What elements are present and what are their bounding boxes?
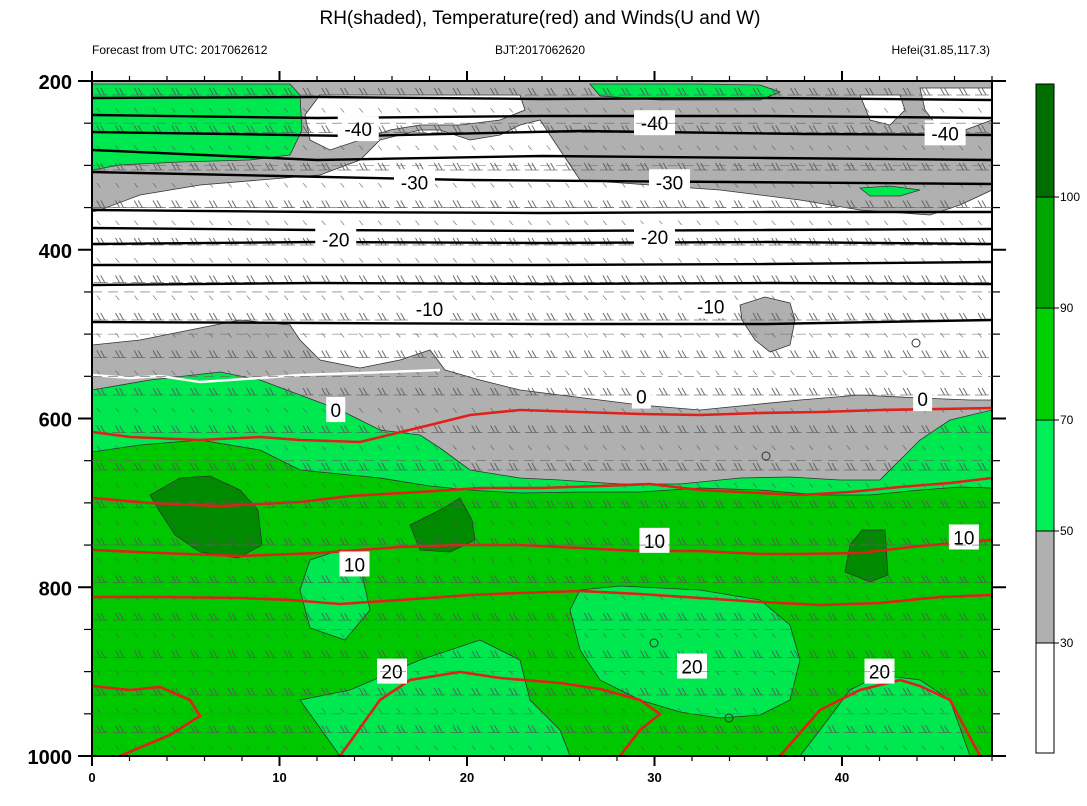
contour-label-box <box>315 226 357 252</box>
temperature-contour-cold <box>92 240 992 246</box>
colorbar-segment <box>1035 530 1055 644</box>
contour-label: 0 <box>330 401 341 422</box>
colorbar-segment <box>1035 307 1055 421</box>
calm-marker <box>724 713 734 723</box>
temperature-contour-zero <box>92 368 441 384</box>
contour-label: 10 <box>644 532 665 553</box>
contour-label-box <box>326 397 346 423</box>
contour-label: -10 <box>697 297 724 318</box>
contour-label: 20 <box>869 663 890 684</box>
rh-colorbar: 30 50 70 90 100 <box>1035 83 1080 754</box>
contour-label-box <box>377 658 407 684</box>
colorbar-label: 30 <box>1060 636 1074 650</box>
valid-time-label: BJT:2017062620 <box>495 43 585 57</box>
temperature-contour-warm <box>92 406 992 444</box>
temperature-contour-warm <box>92 684 202 756</box>
contour-label-box <box>924 120 966 146</box>
contour-label: -40 <box>641 114 668 135</box>
forecast-time-label: Forecast from UTC: 2017062612 <box>92 43 268 57</box>
y-tick-label: 200 <box>39 72 72 94</box>
x-tick-label: 10 <box>272 770 286 785</box>
temperature-contour-cold <box>92 170 992 186</box>
temperature-contour-cold <box>92 281 992 287</box>
temperature-contour-labels: -40 -40 -40 -30 -30 -20 -20 -10 -10 0 0 0 10 10 10 20 20… <box>315 110 979 684</box>
temperature-contour-cold <box>92 148 992 162</box>
contour-label-box <box>864 658 895 684</box>
x-tick-label: 30 <box>647 770 661 785</box>
contour-label: -10 <box>416 300 443 321</box>
x-tick-label: 0 <box>88 770 95 785</box>
contour-label: -20 <box>641 228 668 249</box>
temperature-contour-cold <box>92 226 992 233</box>
contour-label: 10 <box>953 528 974 549</box>
colorbar-label: 50 <box>1060 524 1074 538</box>
temperature-contour-cold <box>92 129 992 138</box>
temperature-contour-warm <box>92 589 992 607</box>
contour-label-box <box>337 116 379 142</box>
contour-label: -20 <box>322 231 349 252</box>
x-tick-label: 40 <box>835 770 849 785</box>
y-tick-label: 400 <box>39 241 72 263</box>
contour-label: 0 <box>636 388 647 409</box>
contour-label: 20 <box>681 658 702 679</box>
contour-label-box <box>634 224 675 250</box>
calm-marker <box>911 338 921 348</box>
temperature-contour-warm <box>92 538 992 558</box>
colorbar-label: 100 <box>1060 190 1080 204</box>
temperature-contour-cold <box>92 318 992 326</box>
colorbar-segment <box>1035 419 1055 532</box>
contour-label-box <box>913 386 933 412</box>
contour-label-box <box>634 110 675 136</box>
y-tick-label: 800 <box>39 578 72 600</box>
contour-label: 10 <box>344 555 365 576</box>
colorbar-label: 90 <box>1060 301 1074 315</box>
y-tick-label: 600 <box>39 410 72 432</box>
plot-area <box>92 81 992 756</box>
wind-barbs <box>92 81 992 756</box>
colorbar-segment <box>1035 196 1055 309</box>
contour-label: -40 <box>931 124 958 145</box>
contour-label: -30 <box>656 173 683 194</box>
colorbar-segment <box>1035 83 1055 198</box>
contour-label-box <box>639 527 670 553</box>
contour-label-box <box>631 383 651 409</box>
temperature-contour-warm <box>779 678 982 756</box>
contour-label-box <box>409 295 450 321</box>
temperature-contour-warm <box>92 476 992 508</box>
temperature-contour-cold <box>92 113 992 120</box>
temperature-contours <box>92 95 992 756</box>
chart-title: RH(shaded), Temperature(red) and Winds(U… <box>319 8 760 29</box>
temperature-contour-cold <box>92 260 992 267</box>
calm-marker <box>649 638 659 648</box>
contour-label-box <box>394 169 435 195</box>
colorbar-segment <box>1035 642 1055 754</box>
temperature-contour-warm <box>338 670 663 756</box>
temperature-contour-cold <box>92 208 992 215</box>
contour-label-box <box>677 653 707 679</box>
contour-label-box <box>339 551 370 577</box>
contour-label: 20 <box>381 663 402 684</box>
temperature-contour-cold <box>92 95 992 102</box>
x-tick-label: 20 <box>460 770 474 785</box>
contour-label-box <box>690 293 732 319</box>
contour-label: -40 <box>345 120 372 141</box>
contour-label: 0 <box>917 390 928 411</box>
station-label: Hefei(31.85,117.3) <box>891 43 990 57</box>
calm-marker <box>761 451 771 461</box>
y-tick-label: 1000 <box>28 747 73 769</box>
contour-label: -30 <box>401 173 428 194</box>
colorbar-label: 70 <box>1060 413 1074 427</box>
contour-label-box <box>649 169 690 195</box>
